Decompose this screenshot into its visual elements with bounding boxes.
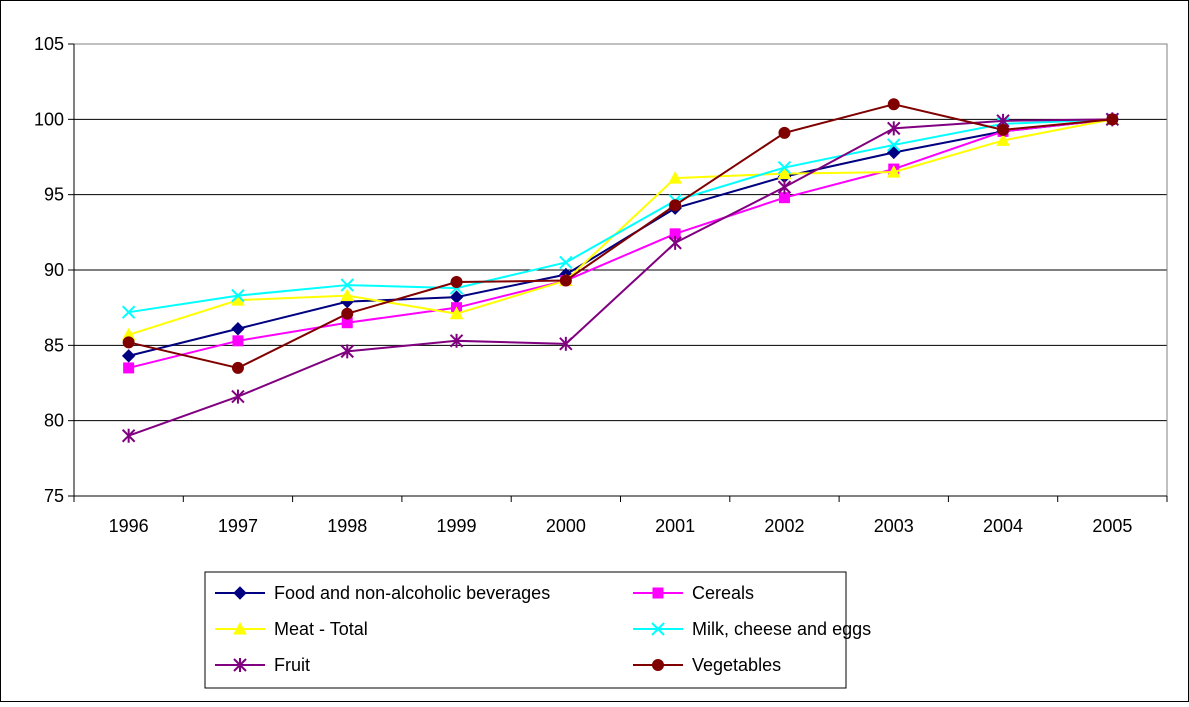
- legend-swatch-marker: [233, 658, 247, 672]
- data-point-fruit: [340, 344, 354, 359]
- y-tick-label: 100: [34, 109, 64, 129]
- legend-entry-fruit: Fruit: [215, 655, 310, 675]
- legend-entry-milk-cheese-and-eggs: Milk, cheese and eggs: [633, 619, 871, 639]
- x-tick-label: 2002: [764, 516, 804, 536]
- data-point-food-and-non-alcoholic-beverages: [121, 349, 136, 363]
- y-tick-label: 105: [34, 34, 64, 54]
- x-tick-label: 2000: [546, 516, 586, 536]
- data-point-vegetables: [450, 276, 463, 289]
- data-point-cereals: [123, 362, 135, 374]
- data-point-meat-total: [777, 166, 792, 180]
- data-point-fruit: [887, 121, 901, 136]
- x-tick-label: 2004: [983, 516, 1023, 536]
- data-point-milk-cheese-and-eggs: [231, 288, 245, 303]
- legend-swatch-marker: [652, 587, 664, 599]
- marker-stroke: [231, 288, 245, 303]
- data-point-fruit: [777, 180, 792, 195]
- data-point-vegetables: [778, 126, 791, 139]
- marker-stroke: [340, 278, 354, 292]
- data-point-meat-total: [668, 171, 682, 184]
- legend-label: Food and non-alcoholic beverages: [274, 583, 550, 603]
- data-point-cereals: [232, 335, 244, 347]
- series-line-meat-total: [128, 118, 1113, 336]
- data-point-meat-total: [996, 133, 1010, 146]
- data-point-fruit: [231, 389, 245, 404]
- data-point-vegetables: [122, 336, 135, 349]
- data-point-vegetables: [669, 199, 682, 212]
- legend-swatch-marker: [233, 621, 247, 635]
- data-point-milk-cheese-and-eggs: [887, 138, 901, 152]
- marker-stroke: [887, 138, 901, 152]
- data-point-vegetables: [887, 98, 900, 111]
- series-line-milk-cheese-and-eggs: [128, 118, 1113, 314]
- data-point-vegetables: [1106, 113, 1119, 126]
- series-group: [121, 98, 1120, 443]
- data-point-fruit: [449, 333, 464, 348]
- series-vegetables: [122, 98, 1119, 374]
- axes: 75 80 85 90 95 100 105 1996 1997 1998 1999 2000 2001…: [34, 34, 1168, 536]
- marker-stroke: [777, 160, 792, 175]
- legend-label: Fruit: [274, 655, 310, 675]
- data-point-meat-total: [340, 288, 355, 302]
- y-tick-label: 75: [44, 486, 64, 506]
- legend-box: [204, 571, 847, 689]
- data-point-fruit: [668, 235, 682, 250]
- legend-label: Milk, cheese and eggs: [692, 619, 871, 639]
- data-point-meat-total: [886, 165, 901, 178]
- data-point-fruit: [559, 336, 573, 351]
- legend-label: Meat - Total: [274, 619, 368, 639]
- data-point-vegetables: [559, 274, 572, 287]
- data-point-milk-cheese-and-eggs: [121, 305, 136, 319]
- series-meat-total: [121, 112, 1120, 341]
- legend-swatch-marker: [652, 659, 664, 671]
- data-point-milk-cheese-and-eggs: [559, 255, 573, 270]
- legend-entry-cereals: Cereals: [633, 583, 754, 603]
- data-point-meat-total: [449, 306, 464, 320]
- series-line-cereals: [128, 118, 1113, 369]
- y-tick-label: 80: [44, 411, 64, 431]
- y-tick-label: 85: [44, 335, 64, 355]
- data-point-milk-cheese-and-eggs: [340, 278, 354, 292]
- legend-label: Cereals: [692, 583, 754, 603]
- legend-entry-vegetables: Vegetables: [633, 655, 781, 675]
- data-point-food-and-non-alcoholic-beverages: [887, 145, 901, 160]
- x-tick-label: 1997: [218, 516, 258, 536]
- y-tick-label: 90: [44, 260, 64, 280]
- legend-swatch-marker: [651, 622, 665, 636]
- data-point-fruit: [121, 428, 136, 443]
- x-tick-label: 1998: [327, 516, 367, 536]
- marker-stroke: [121, 305, 136, 319]
- data-point-milk-cheese-and-eggs: [777, 160, 792, 175]
- series-line-fruit: [128, 118, 1113, 437]
- x-tick-label: 2005: [1092, 516, 1132, 536]
- marker-stroke: [651, 622, 665, 636]
- legend-label: Vegetables: [692, 655, 781, 675]
- y-tick-label: 95: [44, 185, 64, 205]
- data-point-cereals: [778, 192, 790, 204]
- legend-entry-meat-total: Meat - Total: [215, 619, 368, 639]
- data-point-vegetables: [997, 123, 1010, 136]
- series-line-food-and-non-alcoholic-beverages: [128, 118, 1113, 357]
- legend-entry-food-and-non-alcoholic-beverages: Food and non-alcoholic beverages: [215, 583, 550, 603]
- data-point-food-and-non-alcoholic-beverages: [231, 322, 245, 336]
- legend: Food and non-alcoholic beverages Cereals M…: [204, 571, 871, 689]
- marker-stroke: [559, 255, 573, 270]
- series-line-vegetables: [128, 103, 1113, 369]
- x-tick-label: 2003: [874, 516, 914, 536]
- x-tick-label: 2001: [655, 516, 695, 536]
- data-point-vegetables: [231, 361, 244, 374]
- data-point-vegetables: [341, 307, 354, 320]
- x-tick-label: 1996: [109, 516, 149, 536]
- legend-swatch-marker: [233, 586, 247, 600]
- x-tick-label: 1999: [437, 516, 477, 536]
